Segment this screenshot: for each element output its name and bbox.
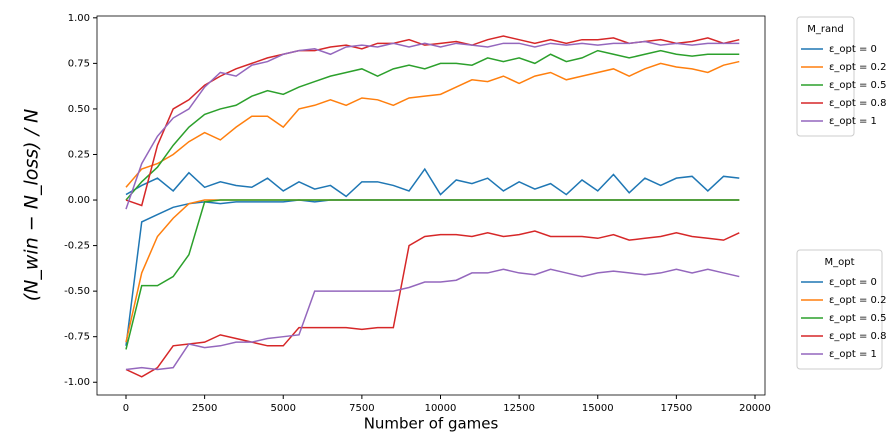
legend-box xyxy=(796,249,883,370)
y-tick-label: -0.50 xyxy=(64,286,90,297)
x-tick-label: 10000 xyxy=(425,403,457,414)
series-line xyxy=(125,268,740,371)
x-tick-label: 7500 xyxy=(349,403,374,414)
y-tick-label: 0.75 xyxy=(68,58,90,69)
x-axis-title: Number of games xyxy=(364,415,499,433)
y-tick-label: -1.00 xyxy=(64,377,90,388)
y-tick-label: -0.75 xyxy=(64,332,90,343)
x-tick-label: 17500 xyxy=(660,403,692,414)
legend-box xyxy=(796,16,855,137)
plot-frame xyxy=(96,15,766,396)
series-line xyxy=(125,199,740,343)
series-line xyxy=(125,199,740,350)
y-tick-label: 0.00 xyxy=(68,195,90,206)
series-line xyxy=(125,49,740,201)
x-tick-label: 20000 xyxy=(739,403,771,414)
series-line xyxy=(125,230,740,378)
legend-title: M_opt xyxy=(824,257,854,268)
x-tick-label: 15000 xyxy=(582,403,614,414)
y-axis-title: (N_win − N_loss) / N xyxy=(21,109,43,302)
legend-title: M_rand xyxy=(807,24,844,35)
x-tick-label: 12500 xyxy=(503,403,535,414)
legend-label: ε_opt = 0.5 xyxy=(829,80,886,91)
y-tick-label: 0.25 xyxy=(68,149,90,160)
series-line xyxy=(125,60,740,188)
x-tick-label: 0 xyxy=(123,403,129,414)
legend-label: ε_opt = 0 xyxy=(829,277,877,288)
legend-label: ε_opt = 1 xyxy=(829,116,877,127)
y-tick-label: 0.50 xyxy=(68,104,90,115)
x-tick-label: 5000 xyxy=(271,403,296,414)
legend-label: ε_opt = 0.8 xyxy=(829,331,886,342)
y-tick-label: 1.00 xyxy=(68,13,90,24)
legend-label: ε_opt = 0 xyxy=(829,44,877,55)
legend-label: ε_opt = 0.5 xyxy=(829,313,886,324)
series-line xyxy=(125,40,740,210)
series-line xyxy=(125,167,740,198)
legend-label: ε_opt = 1 xyxy=(829,349,877,360)
series-line xyxy=(125,199,740,346)
legend-label: ε_opt = 0.8 xyxy=(829,98,886,109)
legend-label: ε_opt = 0.2 xyxy=(829,295,886,306)
y-tick-label: -0.25 xyxy=(64,241,90,252)
legend-label: ε_opt = 0.2 xyxy=(829,62,886,73)
x-tick-label: 2500 xyxy=(192,403,217,414)
